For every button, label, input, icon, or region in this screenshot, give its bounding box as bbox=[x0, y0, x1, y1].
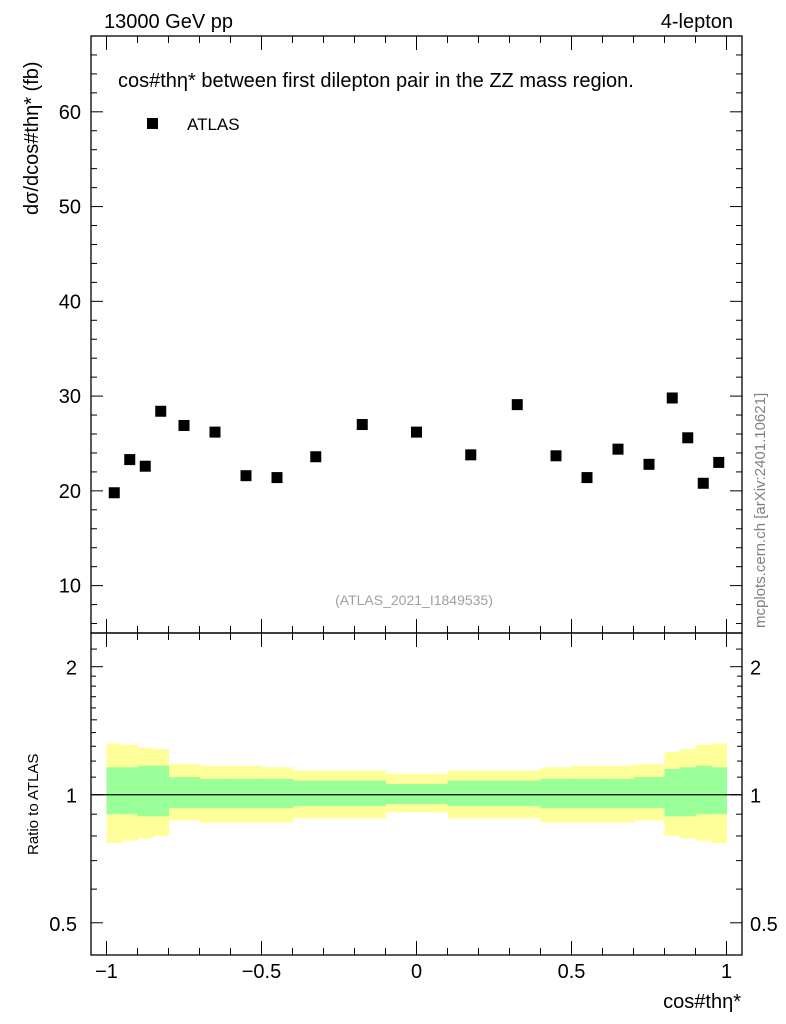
ratio-green-band-bin bbox=[261, 778, 293, 809]
ratio-bands bbox=[106, 743, 727, 844]
data-point-atlas bbox=[713, 456, 725, 468]
data-point-atlas bbox=[511, 399, 523, 411]
data-point-atlas bbox=[697, 477, 709, 489]
data-point-atlas bbox=[310, 451, 322, 463]
data-point-atlas bbox=[550, 450, 562, 462]
main-axis-ticks: 10 20 30 40 50 60 bbox=[59, 36, 742, 633]
y-tick-label: 20 bbox=[59, 481, 81, 503]
ratio-green-band-bin bbox=[199, 778, 231, 809]
ratio-y-tick-label: 1 bbox=[66, 786, 77, 808]
data-point-atlas bbox=[612, 443, 624, 455]
x-tick-label: 0 bbox=[411, 961, 422, 983]
data-points bbox=[108, 392, 725, 499]
data-point-atlas bbox=[124, 454, 136, 466]
ratio-axis-ticks: 0.5 0.5 1 1 2 2 −1 −0.5 0 0.5 1 bbox=[49, 633, 778, 983]
ratio-y-tick-label-right: 0.5 bbox=[750, 914, 778, 936]
data-point-atlas bbox=[240, 470, 252, 482]
ratio-green-band-bin bbox=[106, 767, 123, 815]
ratio-green-band-bin bbox=[137, 765, 154, 817]
analysis-id-label: (ATLAS_2021_I1849535) bbox=[335, 592, 493, 608]
ratio-green-band-bin bbox=[695, 765, 712, 815]
x-tick-label: 1 bbox=[721, 961, 732, 983]
y-tick-label: 60 bbox=[59, 102, 81, 124]
data-point-atlas bbox=[271, 472, 283, 484]
ratio-green-band-bin bbox=[680, 767, 696, 817]
data-point-atlas bbox=[581, 472, 593, 484]
ratio-y-axis-label: Ratio to ATLAS bbox=[25, 754, 42, 855]
plot-title: cos#thη* between first dilepton pair in … bbox=[118, 70, 634, 92]
x-axis-label: cos#thη* bbox=[663, 991, 741, 1013]
ratio-green-band-bin bbox=[122, 767, 138, 815]
ratio-green-band-bin bbox=[664, 768, 681, 817]
ratio-y-tick-label: 2 bbox=[66, 658, 77, 680]
data-point-atlas bbox=[411, 426, 422, 438]
ratio-green-band-bin bbox=[339, 780, 386, 807]
ratio-green-band-bin bbox=[447, 780, 495, 807]
data-point-atlas bbox=[155, 405, 167, 417]
ratio-green-band-bin bbox=[494, 780, 541, 807]
channel-label: 4-lepton bbox=[661, 11, 733, 33]
x-tick-label: 0.5 bbox=[558, 961, 586, 983]
data-point-atlas bbox=[209, 426, 221, 438]
ratio-green-band-bin bbox=[602, 778, 634, 809]
data-point-atlas bbox=[682, 432, 694, 444]
ratio-green-band-bin bbox=[230, 778, 262, 809]
x-tick-label: −0.5 bbox=[242, 961, 281, 983]
ratio-green-band-bin bbox=[633, 777, 665, 809]
data-point-atlas bbox=[666, 392, 678, 404]
data-point-atlas bbox=[139, 460, 151, 472]
ratio-y-tick-label-right: 2 bbox=[750, 658, 761, 680]
y-tick-label: 50 bbox=[59, 197, 81, 219]
y-tick-label: 40 bbox=[59, 291, 81, 313]
data-point-atlas bbox=[356, 419, 368, 431]
ratio-green-band-bin bbox=[292, 780, 340, 807]
source-side-label: mcplots.cern.ch [arXiv:2401.10621] bbox=[752, 393, 769, 628]
ratio-green-band-bin bbox=[711, 767, 727, 815]
y-axis-label: dσ/dcos#thη* (fb) bbox=[21, 61, 43, 215]
ratio-y-tick-label: 0.5 bbox=[49, 914, 77, 936]
energy-label: 13000 GeV pp bbox=[104, 11, 233, 33]
data-point-atlas bbox=[643, 458, 655, 470]
ratio-green-band-bin bbox=[571, 778, 603, 809]
data-point-atlas bbox=[108, 487, 120, 499]
legend-marker-atlas bbox=[147, 118, 158, 129]
legend-label-atlas: ATLAS bbox=[187, 115, 240, 134]
ratio-green-band-bin bbox=[540, 778, 572, 809]
ratio-green-band-bin bbox=[153, 765, 169, 817]
x-tick-label: −1 bbox=[95, 961, 118, 983]
ratio-green-band-bin bbox=[168, 777, 200, 809]
data-point-atlas bbox=[465, 449, 477, 461]
y-tick-label: 10 bbox=[59, 576, 81, 598]
ratio-y-tick-label-right: 1 bbox=[750, 786, 761, 808]
ratio-green-band-bin bbox=[385, 783, 448, 805]
data-point-atlas bbox=[178, 419, 190, 431]
y-tick-label: 30 bbox=[59, 386, 81, 408]
